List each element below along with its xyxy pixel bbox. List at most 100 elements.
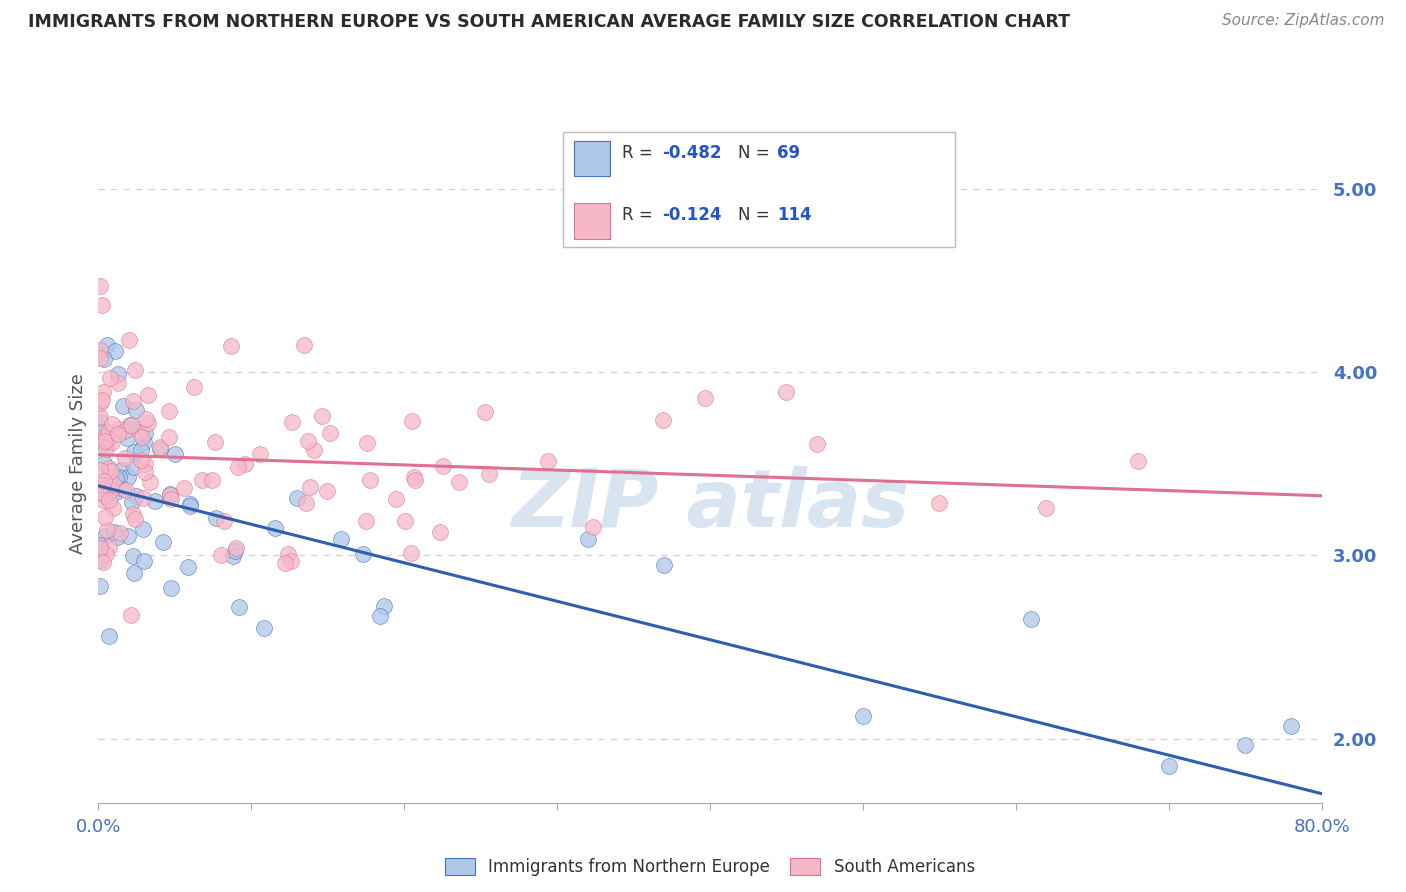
- Point: [104, 484, 127, 499]
- Point: [319, 425, 342, 440]
- Point: [98, 629, 121, 643]
- Point: [329, 532, 352, 546]
- Point: [356, 435, 378, 450]
- Point: [117, 528, 139, 542]
- Text: IMMIGRANTS FROM NORTHERN EUROPE VS SOUTH AMERICAN AVERAGE FAMILY SIZE CORRELATIO: IMMIGRANTS FROM NORTHERN EUROPE VS SOUTH…: [28, 13, 1070, 31]
- Point: [652, 558, 675, 573]
- Point: [474, 405, 496, 419]
- Point: [91, 392, 114, 407]
- Point: [152, 535, 174, 549]
- Point: [159, 488, 181, 502]
- Point: [928, 495, 950, 509]
- Point: [89, 343, 111, 358]
- Point: [401, 414, 423, 428]
- Point: [124, 512, 146, 526]
- Point: [1279, 719, 1302, 733]
- Point: [401, 546, 423, 560]
- Point: [224, 544, 246, 558]
- Point: [94, 509, 117, 524]
- Point: [281, 415, 304, 429]
- Point: [352, 548, 374, 562]
- Point: [1234, 738, 1257, 752]
- Point: [651, 412, 673, 426]
- Point: [775, 384, 797, 399]
- Point: [105, 530, 128, 544]
- Point: [280, 554, 302, 568]
- Y-axis label: Average Family Size: Average Family Size: [69, 374, 87, 554]
- Point: [693, 392, 716, 406]
- Point: [103, 524, 125, 539]
- Point: [89, 553, 111, 567]
- Point: [107, 421, 129, 435]
- Point: [118, 417, 141, 432]
- Text: R =: R =: [623, 145, 658, 162]
- Point: [112, 399, 135, 413]
- Point: [122, 444, 145, 458]
- Point: [368, 609, 391, 624]
- Point: [122, 549, 145, 563]
- Point: [135, 412, 157, 426]
- Point: [90, 478, 112, 492]
- Point: [373, 599, 395, 613]
- Point: [131, 443, 153, 458]
- Point: [228, 460, 250, 475]
- Point: [104, 471, 127, 485]
- Point: [165, 447, 187, 461]
- Point: [173, 481, 195, 495]
- Point: [222, 549, 245, 563]
- Point: [103, 477, 125, 491]
- Point: [160, 581, 183, 595]
- Point: [125, 403, 148, 417]
- Point: [120, 417, 142, 432]
- Point: [404, 474, 426, 488]
- Text: -0.124: -0.124: [662, 206, 721, 225]
- Point: [183, 380, 205, 394]
- Point: [94, 547, 117, 561]
- Point: [93, 555, 115, 569]
- Point: [124, 566, 146, 580]
- Point: [125, 489, 148, 503]
- Point: [131, 491, 153, 505]
- Point: [89, 279, 111, 293]
- Point: [131, 453, 153, 467]
- Point: [91, 298, 114, 312]
- Point: [124, 460, 146, 475]
- Point: [149, 442, 172, 456]
- Point: [149, 440, 172, 454]
- Point: [107, 376, 129, 390]
- Point: [143, 493, 166, 508]
- Point: [134, 554, 156, 568]
- Point: [219, 339, 242, 353]
- Point: [478, 467, 501, 481]
- Point: [394, 514, 416, 528]
- Point: [96, 523, 118, 537]
- Point: [1128, 454, 1150, 468]
- Point: [104, 343, 127, 358]
- Point: [122, 507, 145, 521]
- Point: [302, 443, 325, 458]
- Point: [157, 430, 180, 444]
- Point: [124, 363, 146, 377]
- Point: [89, 538, 111, 552]
- Point: [93, 351, 115, 366]
- Point: [191, 473, 214, 487]
- Point: [98, 461, 121, 475]
- Point: [449, 475, 471, 489]
- Point: [297, 434, 319, 449]
- Text: -0.482: -0.482: [662, 145, 721, 162]
- Point: [157, 404, 180, 418]
- Point: [132, 522, 155, 536]
- Point: [91, 477, 114, 491]
- Point: [285, 491, 308, 506]
- Point: [115, 483, 138, 497]
- Point: [134, 457, 156, 471]
- Point: [537, 454, 560, 468]
- Point: [98, 371, 121, 385]
- Point: [806, 436, 828, 450]
- Point: [91, 493, 114, 508]
- Point: [228, 599, 250, 614]
- Text: ZIP atlas: ZIP atlas: [510, 466, 910, 543]
- Point: [112, 482, 135, 496]
- Point: [1157, 759, 1180, 773]
- Point: [179, 499, 201, 513]
